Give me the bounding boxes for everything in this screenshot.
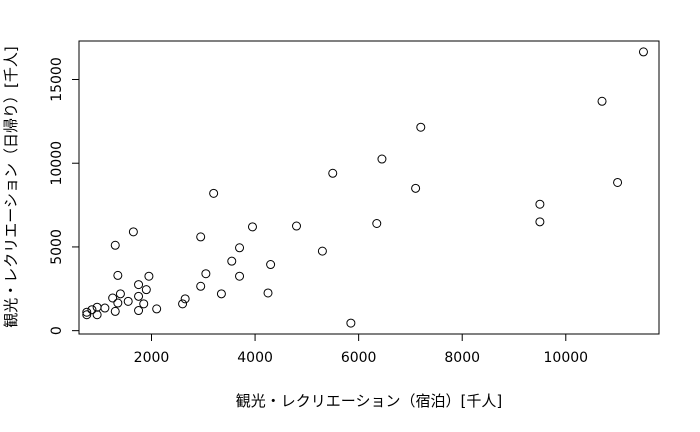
data-point: [377, 154, 387, 164]
data-point: [128, 227, 138, 237]
data-point: [110, 306, 120, 316]
data-point: [411, 183, 421, 193]
data-point: [152, 304, 162, 314]
x-axis: 2000 4000 6000 8000 10000: [134, 333, 589, 366]
data-point: [100, 303, 110, 313]
data-point: [613, 177, 623, 187]
data-point: [235, 243, 245, 253]
data-point: [416, 122, 426, 132]
data-point: [141, 285, 151, 295]
data-point: [134, 280, 144, 290]
plot-frame: [78, 40, 660, 335]
data-point: [180, 294, 190, 304]
data-point: [123, 296, 133, 306]
data-point: [372, 218, 382, 228]
data-point: [597, 96, 607, 106]
data-point: [113, 298, 123, 308]
data-point: [87, 305, 97, 315]
y-tick-label: 0: [49, 326, 65, 335]
data-point: [110, 240, 120, 250]
data-point: [115, 289, 125, 299]
x-tick-label: 10000: [544, 350, 589, 366]
data-point: [227, 256, 237, 266]
data-point: [92, 302, 102, 312]
x-axis-title: 観光・レクリエーション（宿泊）[千人]: [236, 392, 502, 410]
data-point: [201, 269, 211, 279]
data-point: [535, 217, 545, 227]
y-tick-label: 15000: [49, 57, 65, 102]
data-point: [178, 299, 188, 309]
y-axis-title: 観光・レクリエーション（日帰り）[千人]: [2, 46, 20, 327]
data-point: [92, 310, 102, 320]
x-tick-label: 8000: [444, 350, 480, 366]
data-point: [216, 289, 226, 299]
data-point: [328, 168, 338, 178]
data-point: [82, 310, 92, 320]
y-tick-label: 5000: [49, 229, 65, 265]
data-point: [134, 291, 144, 301]
data-point: [266, 260, 276, 270]
data-point: [82, 307, 92, 317]
data-point: [196, 281, 206, 291]
x-tick-label: 2000: [134, 350, 170, 366]
data-points: [82, 47, 648, 328]
data-point: [113, 270, 123, 280]
data-point: [263, 288, 273, 298]
data-point: [235, 271, 245, 281]
data-point: [346, 318, 356, 328]
y-tick-label: 10000: [49, 141, 65, 186]
x-tick-label: 4000: [237, 350, 273, 366]
data-point: [134, 306, 144, 316]
data-point: [196, 232, 206, 242]
data-point: [292, 221, 301, 231]
data-point: [535, 199, 545, 209]
data-point: [247, 222, 257, 232]
data-point: [638, 47, 648, 57]
data-point: [209, 188, 219, 198]
x-tick-label: 6000: [341, 350, 377, 366]
data-point: [139, 299, 149, 309]
y-axis: 0 5000 10000 15000: [49, 57, 80, 335]
data-point: [144, 271, 154, 281]
data-point: [317, 246, 327, 256]
data-point: [108, 293, 118, 303]
